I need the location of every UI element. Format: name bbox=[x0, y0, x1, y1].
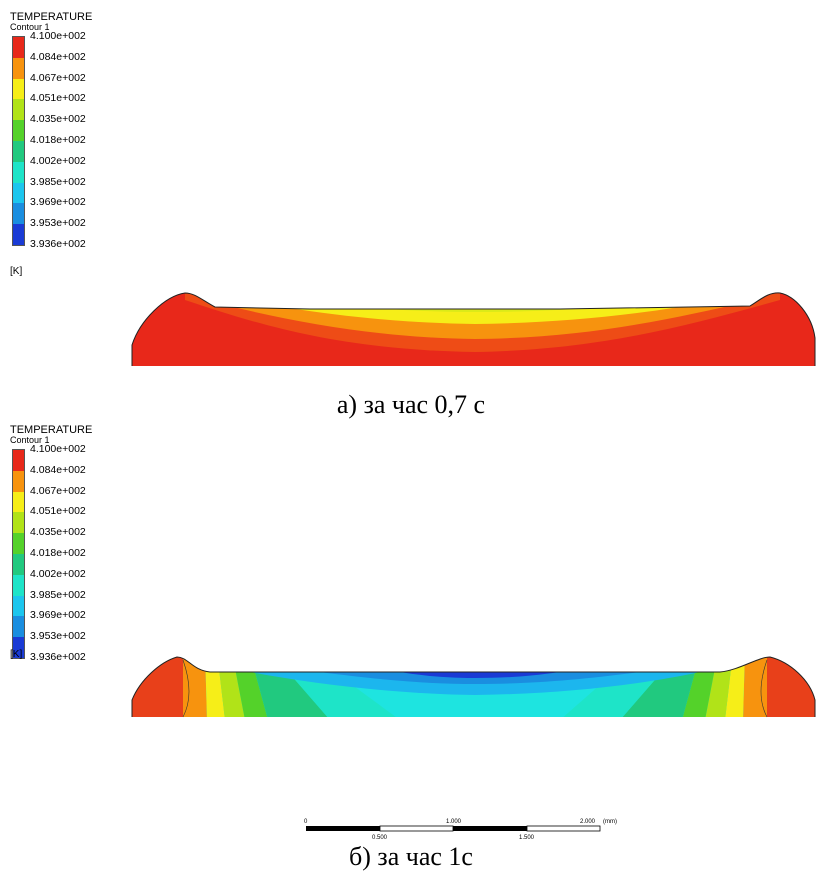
legend-swatch bbox=[13, 595, 24, 617]
contour-line bbox=[182, 659, 190, 718]
legend-tick-label: 4.084e+002 bbox=[30, 50, 86, 63]
temperature-band bbox=[400, 672, 560, 678]
legend-title: TEMPERATURE bbox=[10, 424, 93, 436]
temperature-band bbox=[620, 672, 695, 717]
scale-label: 1.000 bbox=[446, 819, 462, 825]
legend-tick-label: 4.035e+002 bbox=[30, 113, 86, 126]
legend-swatch bbox=[13, 203, 24, 225]
legend-swatch bbox=[13, 140, 24, 162]
domain-outline bbox=[131, 656, 816, 717]
legend-swatch bbox=[13, 182, 24, 204]
legend-tick-label: 3.936e+002 bbox=[30, 650, 86, 663]
legend-tick-label: 4.051e+002 bbox=[30, 92, 86, 105]
scale-label: 1.500 bbox=[519, 835, 535, 841]
temperature-band bbox=[725, 657, 745, 717]
legend-swatch bbox=[13, 491, 24, 513]
legend-tick-label: 4.100e+002 bbox=[30, 30, 86, 42]
legend-subtitle: Contour 1 bbox=[10, 22, 50, 32]
legend-swatch bbox=[13, 161, 24, 183]
scale-label: 0 bbox=[304, 819, 308, 825]
temperature-band bbox=[743, 657, 767, 717]
legend-tick-label: 4.051e+002 bbox=[30, 505, 86, 518]
scale-label: 2.000 bbox=[580, 819, 596, 825]
legend-panel-b: TEMPERATURE Contour 1 4.100e+002 4.084e+… bbox=[10, 425, 130, 705]
legend-colorbar bbox=[12, 36, 25, 246]
legend-ticks: 4.100e+002 4.084e+002 4.067e+002 4.051e+… bbox=[30, 30, 86, 259]
legend-swatch bbox=[13, 78, 24, 100]
legend-swatch bbox=[13, 574, 24, 596]
legend-panel-a: TEMPERATURE Contour 1 4.100e+002 4.084e+… bbox=[10, 12, 130, 292]
legend-unit: [K] bbox=[10, 649, 23, 660]
legend-tick-label: 3.985e+002 bbox=[30, 175, 86, 188]
legend-title: TEMPERATURE bbox=[10, 11, 93, 23]
legend-swatch bbox=[13, 37, 24, 58]
scale-bar-segment bbox=[306, 826, 380, 831]
legend-tick-label: 3.985e+002 bbox=[30, 588, 86, 601]
legend-tick-label: 4.018e+002 bbox=[30, 546, 86, 559]
legend-swatch bbox=[13, 616, 24, 638]
temperature-band bbox=[132, 657, 183, 717]
legend-swatch bbox=[13, 553, 24, 575]
scale-bar-segment bbox=[453, 826, 527, 831]
scale-bar: 0 1.000 2.000 (mm) 0.500 1.500 bbox=[304, 819, 617, 841]
legend-swatch bbox=[13, 120, 24, 141]
legend-tick-label: 4.067e+002 bbox=[30, 484, 86, 497]
legend-swatch bbox=[13, 224, 24, 245]
legend-colorbar bbox=[12, 449, 25, 659]
temperature-band bbox=[290, 674, 400, 717]
legend-tick-label: 4.002e+002 bbox=[30, 154, 86, 167]
legend-tick-label: 3.953e+002 bbox=[30, 630, 86, 643]
legend-swatch bbox=[13, 512, 24, 534]
legend-tick-label: 3.936e+002 bbox=[30, 237, 86, 250]
legend-unit: [K] bbox=[10, 266, 23, 277]
temperature-band bbox=[235, 668, 268, 717]
legend-swatch bbox=[13, 470, 24, 492]
contour-panel-b bbox=[132, 657, 815, 717]
legend-tick-label: 4.018e+002 bbox=[30, 133, 86, 146]
temperature-band bbox=[705, 660, 732, 717]
legend-tick-label: 4.035e+002 bbox=[30, 526, 86, 539]
contour-line bbox=[760, 659, 768, 718]
panel-caption-a: а) за час 0,7 с bbox=[336, 390, 486, 419]
legend-swatch bbox=[13, 450, 24, 471]
legend-tick-label: 3.969e+002 bbox=[30, 196, 86, 209]
temperature-band bbox=[320, 672, 640, 684]
temperature-band bbox=[682, 668, 715, 717]
legend-swatch bbox=[13, 99, 24, 121]
scale-bar-segment bbox=[526, 825, 601, 832]
legend-swatch bbox=[13, 637, 24, 658]
legend-tick-label: 4.084e+002 bbox=[30, 463, 86, 476]
contour-panel-a bbox=[132, 292, 815, 366]
temperature-band bbox=[560, 674, 660, 717]
legend-ticks: 4.100e+002 4.084e+002 4.067e+002 4.051e+… bbox=[30, 443, 86, 672]
legend-tick-label: 3.953e+002 bbox=[30, 217, 86, 230]
legend-swatch bbox=[13, 533, 24, 554]
scale-unit: (mm) bbox=[603, 819, 617, 825]
legend-subtitle: Contour 1 bbox=[10, 435, 50, 445]
panel-caption-b: б) за час 1с bbox=[349, 842, 473, 871]
legend-swatch bbox=[13, 57, 24, 79]
temperature-band bbox=[255, 672, 330, 717]
scale-bar-segment bbox=[379, 825, 454, 832]
temperature-band bbox=[767, 657, 815, 717]
legend-tick-label: 3.969e+002 bbox=[30, 609, 86, 622]
scale-label: 0.500 bbox=[372, 835, 388, 841]
domain-outline bbox=[131, 292, 816, 366]
temperature-band bbox=[218, 660, 245, 717]
legend-tick-label: 4.100e+002 bbox=[30, 443, 86, 455]
legend-tick-label: 4.002e+002 bbox=[30, 567, 86, 580]
legend-tick-label: 4.067e+002 bbox=[30, 71, 86, 84]
